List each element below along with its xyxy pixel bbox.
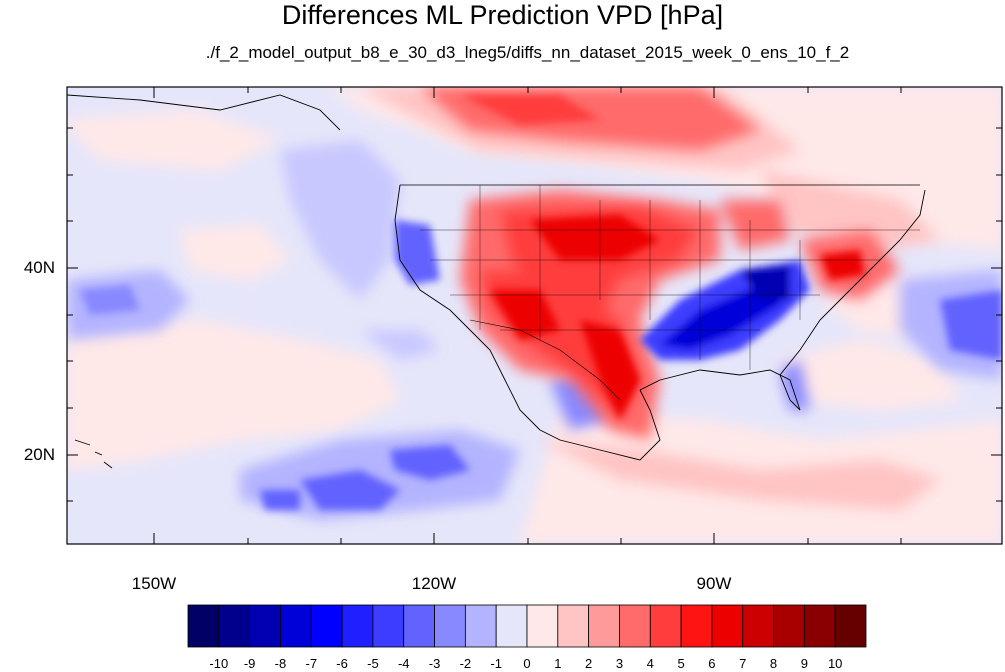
colorbar-box bbox=[310, 604, 343, 648]
colorbar-tick-label: -9 bbox=[243, 656, 256, 671]
colorbar-tick-label: -6 bbox=[336, 656, 348, 671]
colorbar-tick-label: 9 bbox=[800, 656, 808, 671]
colorbar-tick-label: -1 bbox=[490, 656, 502, 671]
lat-label-40n: 40N bbox=[23, 258, 55, 277]
lon-label-150w: 150W bbox=[131, 574, 177, 593]
colorbar-tick-label: -8 bbox=[274, 656, 287, 671]
colorbar-tick-label: 5 bbox=[677, 656, 685, 671]
plot-title: Differences ML Prediction VPD [hPa] bbox=[281, 0, 724, 30]
colorbar-tick-label: 0 bbox=[523, 656, 531, 671]
colorbar-tick-label: -10 bbox=[209, 656, 229, 671]
axis-ticks bbox=[67, 87, 1002, 544]
colorbar bbox=[187, 604, 867, 648]
colorbar-box bbox=[464, 604, 497, 648]
lon-label-90w: 90W bbox=[696, 574, 732, 593]
colorbar-box bbox=[680, 604, 713, 648]
colorbar-box bbox=[434, 604, 466, 648]
colorbar-box bbox=[803, 604, 836, 648]
colorbar-box bbox=[649, 604, 682, 648]
colorbar-tick-label: -7 bbox=[305, 656, 318, 671]
colorbar-tick-label: 8 bbox=[769, 656, 778, 671]
colorbar-box bbox=[495, 604, 528, 648]
lon-label-120w: 120W bbox=[411, 574, 457, 593]
colorbar-box bbox=[526, 604, 559, 648]
colorbar-box bbox=[773, 604, 805, 648]
colorbar-box bbox=[588, 604, 620, 648]
colorbar-box bbox=[619, 604, 651, 648]
lat-label-20n: 20N bbox=[23, 445, 55, 464]
colorbar-box bbox=[218, 604, 251, 648]
colorbar-tick-label: -3 bbox=[428, 656, 441, 671]
colorbar-tick-label: -4 bbox=[397, 656, 410, 671]
colorbar-tick-label: 7 bbox=[739, 656, 747, 671]
colorbar-box bbox=[249, 604, 281, 648]
colorbar-tick-label: 6 bbox=[708, 656, 716, 671]
coastlines bbox=[67, 94, 926, 469]
colorbar-box bbox=[372, 604, 405, 648]
colorbar-tick-label: -5 bbox=[367, 656, 379, 671]
colorbar-tick-label: 3 bbox=[615, 656, 624, 671]
colorbar-tick-label: 2 bbox=[585, 656, 593, 671]
colorbar-box bbox=[187, 604, 220, 648]
colorbar-tick-label: 10 bbox=[827, 656, 843, 671]
colorbar-box bbox=[557, 604, 590, 648]
colorbar-box bbox=[711, 604, 744, 648]
colorbar-box bbox=[280, 604, 312, 648]
colorbar-tick-label: -2 bbox=[459, 656, 472, 671]
colorbar-tick-label: 1 bbox=[554, 656, 562, 671]
se-blue-band bbox=[640, 260, 810, 360]
colorbar-box bbox=[742, 604, 774, 648]
dark-red-cores bbox=[460, 95, 865, 420]
colorbar-tick-label: 4 bbox=[646, 656, 654, 671]
state-borders bbox=[420, 185, 920, 370]
colorbar-box bbox=[403, 604, 435, 648]
colorbar-box bbox=[341, 604, 374, 648]
plot-subtitle: ./f_2_model_output_b8_e_30_d3_lneg5/diff… bbox=[205, 43, 850, 62]
colorbar-box bbox=[834, 604, 867, 648]
vpd-difference-field bbox=[67, 87, 1002, 544]
